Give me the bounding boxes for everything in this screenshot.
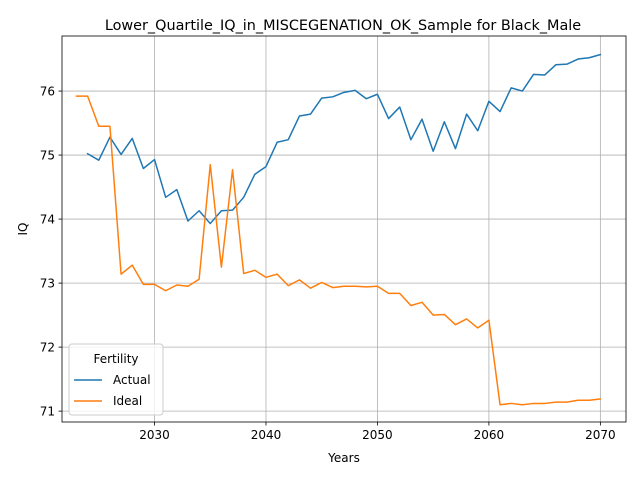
x-tick-label: 2070	[585, 428, 616, 442]
legend-box	[68, 343, 164, 416]
y-tick-label: 71	[40, 405, 55, 419]
grid	[62, 36, 626, 422]
legend: Fertility Actual Ideal	[68, 343, 164, 416]
y-tick-label: 72	[40, 341, 55, 355]
plot-frame	[61, 35, 627, 423]
series-layer	[75, 53, 602, 406]
y-tick-label: 74	[40, 213, 55, 227]
x-tick-label: 2060	[474, 428, 505, 442]
y-tick-label: 75	[40, 149, 55, 163]
x-tick-label: 2040	[251, 428, 282, 442]
legend-label-ideal: Ideal	[113, 394, 142, 408]
y-tick-label: 76	[40, 85, 55, 99]
y-axis-label: IQ	[16, 223, 30, 236]
series-line-ideal	[75, 95, 602, 406]
y-tick-label: 73	[40, 277, 55, 291]
legend-title: Fertility	[93, 352, 138, 366]
series-line-actual	[86, 53, 602, 225]
x-tick-label: 2030	[139, 428, 170, 442]
chart-title: Lower_Quartile_IQ_in_MISCEGENATION_OK_Sa…	[105, 18, 581, 34]
x-axis-label: Years	[327, 451, 360, 465]
x-tick-label: 2050	[362, 428, 393, 442]
legend-label-actual: Actual	[113, 373, 151, 387]
ticks: 2030 2040 2050 2060 2070 71 72 73 74 75 76	[40, 85, 616, 442]
